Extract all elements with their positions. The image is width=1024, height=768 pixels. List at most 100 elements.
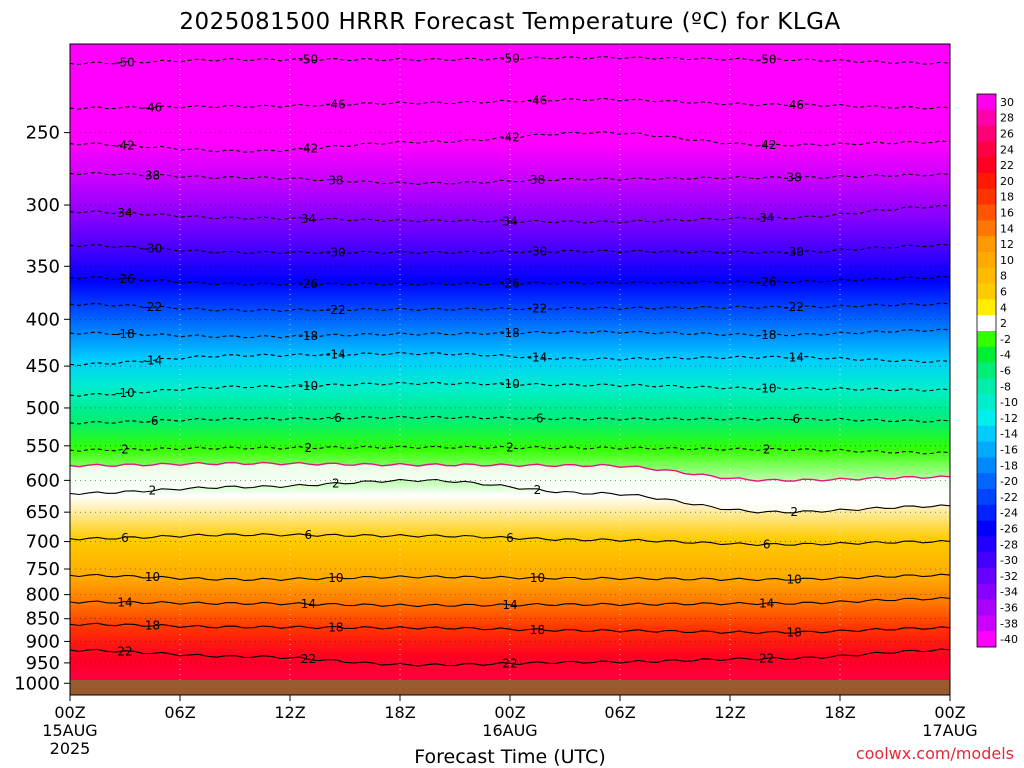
colorbar-label: 2 — [1000, 317, 1007, 330]
colorbar-swatch — [977, 267, 996, 284]
colorbar-label: 24 — [1000, 143, 1014, 156]
colorbar-label: -18 — [1000, 459, 1018, 472]
colorbar-swatch — [977, 173, 996, 190]
x-tick-label: 06Z — [604, 703, 635, 722]
colorbar-label: 26 — [1000, 128, 1014, 141]
colorbar-swatch — [977, 489, 996, 506]
colorbar-swatch — [977, 283, 996, 300]
y-tick-label: 1000 — [14, 673, 60, 694]
colorbar-label: 12 — [1000, 238, 1014, 251]
y-tick-label: 300 — [26, 195, 60, 216]
isotherm-label: 10 — [145, 570, 160, 584]
isotherm-label: -42 — [115, 138, 135, 152]
isotherm-label: -22 — [528, 302, 548, 316]
y-tick-label: 900 — [26, 631, 60, 652]
colorbar-swatch — [977, 109, 996, 126]
isotherm-label: 2 — [506, 441, 514, 455]
y-tick-label: 550 — [26, 436, 60, 457]
isotherm-label: -50 — [757, 53, 777, 67]
x-tick-label: 12Z — [274, 703, 305, 722]
colorbar-swatch — [977, 141, 996, 158]
isotherm-label: 14 — [117, 595, 132, 609]
isotherm-label: -6 — [532, 412, 544, 426]
y-tick-label: 350 — [26, 256, 60, 277]
colorbar-label: -20 — [1000, 475, 1018, 488]
x-tick-label: 00Z — [934, 703, 965, 722]
isotherm-line — [70, 415, 950, 425]
isotherm-label: -14 — [784, 350, 804, 364]
colorbar-swatch — [977, 425, 996, 442]
isotherm-label: -10 — [500, 377, 520, 391]
isotherm-label: -18 — [299, 329, 319, 343]
colorbar-label: 14 — [1000, 222, 1014, 235]
colorbar-legend: 30 28 26 24 22 20 18 16 14 12 10 8 6 4 2 -2 -4 -6 -8 -10 -12… — [976, 93, 1018, 648]
y-tick-label: 650 — [26, 502, 60, 523]
isotherm-label: 2 — [121, 443, 129, 457]
colorbar-swatch — [977, 94, 996, 111]
colorbar-label: -26 — [1000, 523, 1018, 536]
credit-link[interactable]: coolwx.com/models — [856, 744, 1014, 763]
isotherm-label: -26 — [500, 276, 520, 290]
isotherm-line — [70, 648, 950, 667]
isotherm-label: 34 — [117, 206, 132, 220]
y-tick-label: 950 — [26, 653, 60, 674]
colorbar-swatch — [977, 346, 996, 363]
colorbar-swatch — [977, 615, 996, 632]
isotherm-label: -30 — [326, 245, 346, 259]
isotherm-label: -22 — [143, 300, 163, 314]
isotherm-label: -22 — [784, 300, 804, 314]
isotherm-label: 14 — [502, 598, 517, 612]
isotherm-label: -26 — [757, 275, 777, 289]
y-axis: 2503003504004505005506006507007508008509… — [14, 123, 70, 694]
colorbar-label: 16 — [1000, 207, 1014, 220]
isotherm-label: 22 — [117, 645, 132, 659]
colorbar-swatch — [977, 299, 996, 316]
plot-area: -50 -50 -50 -50 -46 -46 -46 -46 -42 -42 -42 -42 38 38… — [70, 44, 950, 695]
x-axis-title: Forecast Time (UTC) — [414, 746, 605, 768]
colorbar-label: -22 — [1000, 491, 1018, 504]
colorbar-label: -38 — [1000, 617, 1018, 630]
x-tick-label: 18Z — [384, 703, 415, 722]
colorbar-label: -32 — [1000, 570, 1018, 583]
isotherm-label: 2 — [305, 441, 313, 455]
isotherm-line — [70, 55, 950, 66]
isotherm-label: 38 — [328, 174, 343, 188]
isotherm-line — [70, 243, 950, 255]
isotherm-line — [70, 328, 950, 339]
x-tick-label: 18Z — [824, 703, 855, 722]
isotherm-line — [70, 302, 950, 312]
isotherm-label: -46 — [784, 98, 804, 112]
isotherm-label: 34 — [502, 214, 517, 228]
colorbar-label: -40 — [1000, 633, 1018, 646]
x-tick-date: 17AUG — [922, 721, 977, 740]
colorbar-swatch — [977, 315, 996, 332]
colorbar-label: -6 — [1000, 365, 1011, 378]
isotherm-line — [70, 171, 950, 185]
y-tick-label: 700 — [26, 532, 60, 553]
colorbar-swatch — [977, 473, 996, 490]
isotherm-line — [70, 351, 950, 367]
colorbar-label: -16 — [1000, 444, 1018, 457]
x-tick-year: 2025 — [50, 739, 91, 758]
isotherm-label: 6 — [506, 531, 514, 545]
colorbar-label: -34 — [1000, 586, 1018, 599]
colorbar-swatch — [977, 410, 996, 427]
isotherm-label: 2 — [763, 442, 771, 456]
colorbar-label: -36 — [1000, 602, 1018, 615]
colorbar-swatch — [977, 220, 996, 237]
colorbar-swatch — [977, 157, 996, 174]
isotherm-label: 2 — [332, 477, 340, 491]
isotherm-label: 6 — [305, 528, 313, 542]
colorbar-label: -4 — [1000, 349, 1011, 362]
colorbar-label: -24 — [1000, 507, 1018, 520]
isotherm-line — [70, 130, 950, 153]
colorbar-label: 22 — [1000, 159, 1014, 172]
isotherm-label: -42 — [500, 130, 520, 144]
colorbar-label: -10 — [1000, 396, 1018, 409]
isotherm-label: -30 — [784, 245, 804, 259]
isotherm-label: -50 — [115, 56, 135, 70]
isotherm-line — [70, 275, 950, 286]
isotherm-label: 2 — [534, 483, 542, 497]
isotherm-label: -10 — [299, 379, 319, 393]
